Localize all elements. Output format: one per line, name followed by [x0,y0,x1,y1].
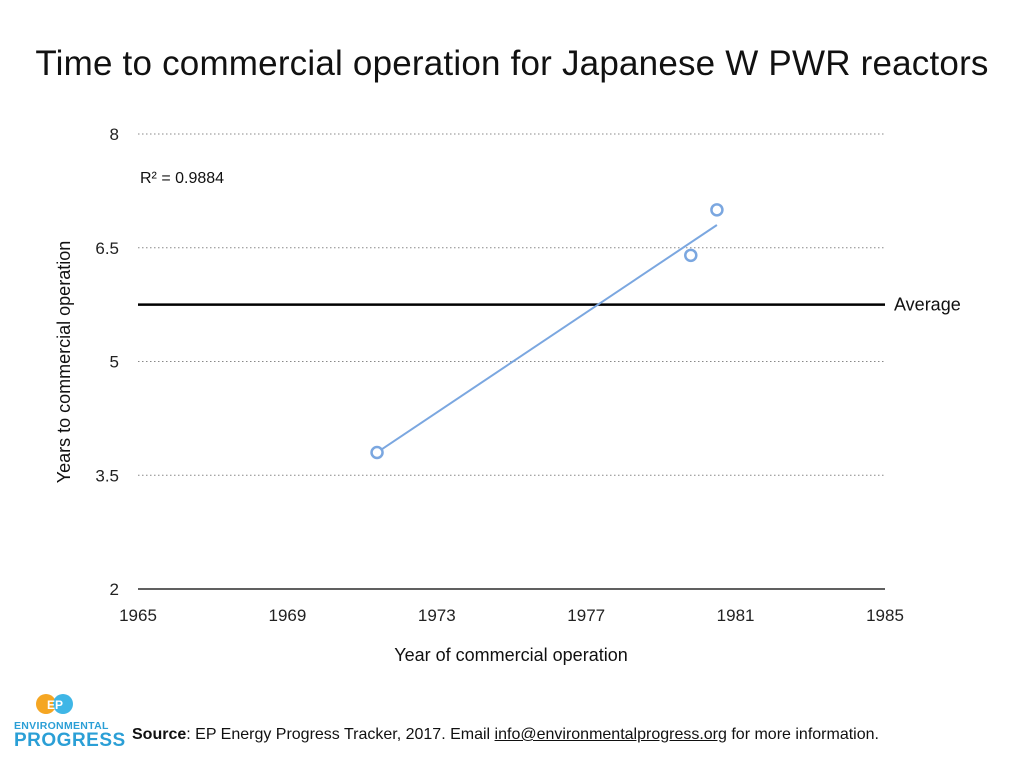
x-tick-label: 1977 [567,606,605,625]
y-tick-label: 8 [110,125,119,144]
x-tick-label: 1969 [268,606,306,625]
x-tick-label: 1965 [119,606,157,625]
y-tick-label: 5 [110,353,119,372]
data-point [710,203,724,217]
y-tick-label: 3.5 [95,466,119,485]
y-tick-label: 2 [110,580,119,599]
source-text: : EP Energy Progress Tracker, 2017. Emai… [186,726,495,743]
data-point [684,248,698,263]
email-link[interactable]: info@environmentalprogress.org [494,726,727,743]
average-label: Average [894,295,961,315]
y-tick-label: 6.5 [95,239,119,258]
logo-text-environmental: ENVIRONMENTAL [14,720,109,732]
data-points [370,203,724,460]
trendline [376,224,718,454]
source-tail: for more information. [726,726,879,743]
x-tick-label: 1981 [717,606,755,625]
logo-text-progress: PROGRESS [14,730,126,751]
ep-logo-icon: EP [36,694,73,714]
data-point [370,445,384,460]
x-tick-label: 1973 [418,606,456,625]
x-tick-labels: 1965 1969 1973 1977 1981 1985 [119,606,904,625]
source-footer: Source: EP Energy Progress Tracker, 2017… [132,726,879,744]
y-tick-labels: 2 3.5 5 6.5 8 [95,125,119,599]
source-label: Source [132,726,187,743]
chart-title: Time to commercial operation for Japanes… [35,44,989,83]
svg-text:EP: EP [47,698,63,712]
r-squared-label: R² = 0.9884 [140,170,224,187]
x-tick-label: 1985 [866,606,904,625]
y-axis-label: Years to commercial operation [54,241,74,483]
x-axis-label: Year of commercial operation [394,645,627,665]
